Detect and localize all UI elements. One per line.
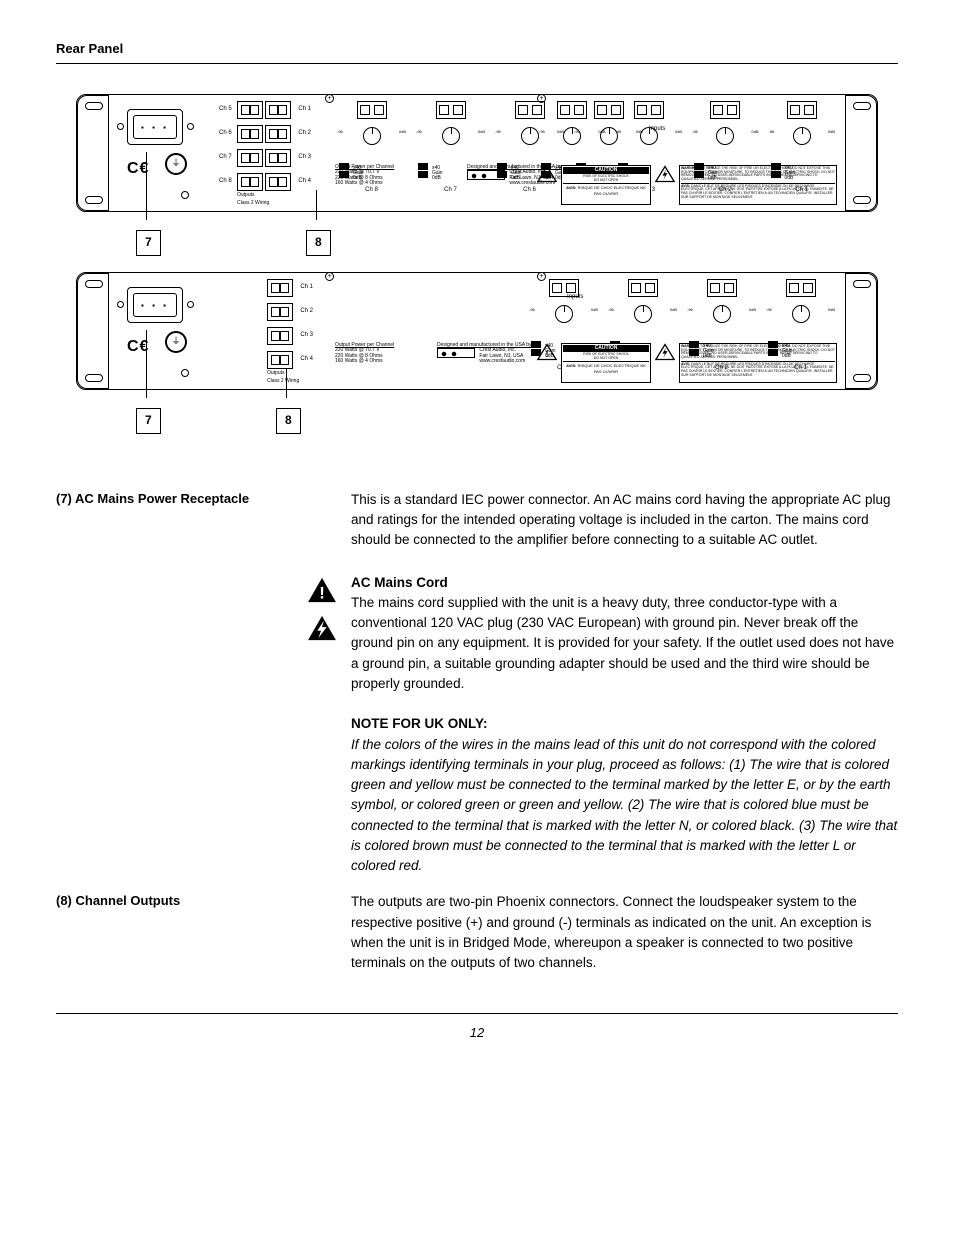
caution-triangle-icon: ! xyxy=(307,577,337,603)
screw-icon xyxy=(325,94,334,103)
input-module: -960dBx40Gain0dBCh 8 xyxy=(335,101,408,181)
outputs-block: Ch 1 Ch 2 Ch 3 Ch 4 OutputsClass 2 Wirin… xyxy=(257,279,321,383)
section-7-label: (7) AC Mains Power Receptacle xyxy=(56,490,351,551)
section-8: (8) Channel Outputs The outputs are two-… xyxy=(56,892,898,973)
shock-triangle-icon xyxy=(307,615,337,641)
warning-block: ! CAUTION RISK OF ELECTRIC SHOCKDO NOT O… xyxy=(537,165,837,205)
ac-mains-section: ! AC Mains Cord The mains cord supplied … xyxy=(56,573,898,877)
rear-panel-8ch: ▪ ▪ ▪ C€ Ch 5Ch 1 Ch 6Ch 2 Ch 7Ch 3 Ch 8… xyxy=(76,94,878,212)
section-8-label: (8) Channel Outputs xyxy=(56,892,351,973)
callout-7: 7 xyxy=(136,408,161,433)
uk-note-body: If the colors of the wires in the mains … xyxy=(351,735,898,877)
rear-panel-4ch: ▪ ▪ ▪ C€ Ch 1 Ch 2 Ch 3 Ch 4 OutputsClas… xyxy=(76,272,878,390)
svg-text:!: ! xyxy=(545,349,548,359)
uk-note-heading: NOTE FOR UK ONLY: xyxy=(351,714,898,734)
rear-panel-8ch-figure: ▪ ▪ ▪ C€ Ch 5Ch 1 Ch 6Ch 2 Ch 7Ch 3 Ch 8… xyxy=(56,94,898,252)
power-section: ▪ ▪ ▪ C€ xyxy=(117,105,217,205)
callout-8: 8 xyxy=(306,230,331,255)
page-footer: 12 xyxy=(56,1013,898,1043)
svg-text:!: ! xyxy=(545,171,548,181)
power-section: ▪ ▪ ▪ C€ xyxy=(117,283,217,383)
callout-8: 8 xyxy=(276,408,301,433)
brand-logo xyxy=(437,348,475,358)
outputs-block: Ch 5Ch 1 Ch 6Ch 2 Ch 7Ch 3 Ch 8Ch 4 Outp… xyxy=(227,101,319,205)
ground-symbol xyxy=(165,153,187,175)
page-header: Rear Panel xyxy=(56,40,898,64)
screw-icon xyxy=(181,191,189,199)
caution-triangle-icon: ! xyxy=(537,343,557,383)
warning-block: ! CAUTION RISK OF ELECTRIC SHOCKDO NOT O… xyxy=(537,343,837,383)
caution-triangle-icon: ! xyxy=(537,165,557,205)
iec-receptacle: ▪ ▪ ▪ xyxy=(127,287,183,323)
input-module: -960dBx40Gain0dBCh 7 xyxy=(414,101,487,181)
ground-symbol xyxy=(165,331,187,353)
rear-panel-4ch-figure: ▪ ▪ ▪ C€ Ch 1 Ch 2 Ch 3 Ch 4 OutputsClas… xyxy=(56,272,898,430)
page-number: 12 xyxy=(470,1025,484,1040)
screw-icon xyxy=(325,272,334,281)
section-8-body: The outputs are two-pin Phoenix connecto… xyxy=(351,892,898,973)
screw-icon xyxy=(117,123,124,130)
screw-icon xyxy=(187,123,194,130)
shock-triangle-icon xyxy=(655,343,675,383)
ac-mains-heading: AC Mains Cord xyxy=(351,573,898,593)
callout-7: 7 xyxy=(136,230,161,255)
iec-receptacle: ▪ ▪ ▪ xyxy=(127,109,183,145)
svg-text:!: ! xyxy=(319,583,325,602)
body-content: (7) AC Mains Power Receptacle This is a … xyxy=(56,490,898,974)
section-7-body: This is a standard IEC power connector. … xyxy=(351,490,898,551)
shock-triangle-icon xyxy=(655,165,675,205)
header-title: Rear Panel xyxy=(56,41,123,56)
ac-mains-body: The mains cord supplied with the unit is… xyxy=(351,593,898,694)
section-7: (7) AC Mains Power Receptacle This is a … xyxy=(56,490,898,551)
